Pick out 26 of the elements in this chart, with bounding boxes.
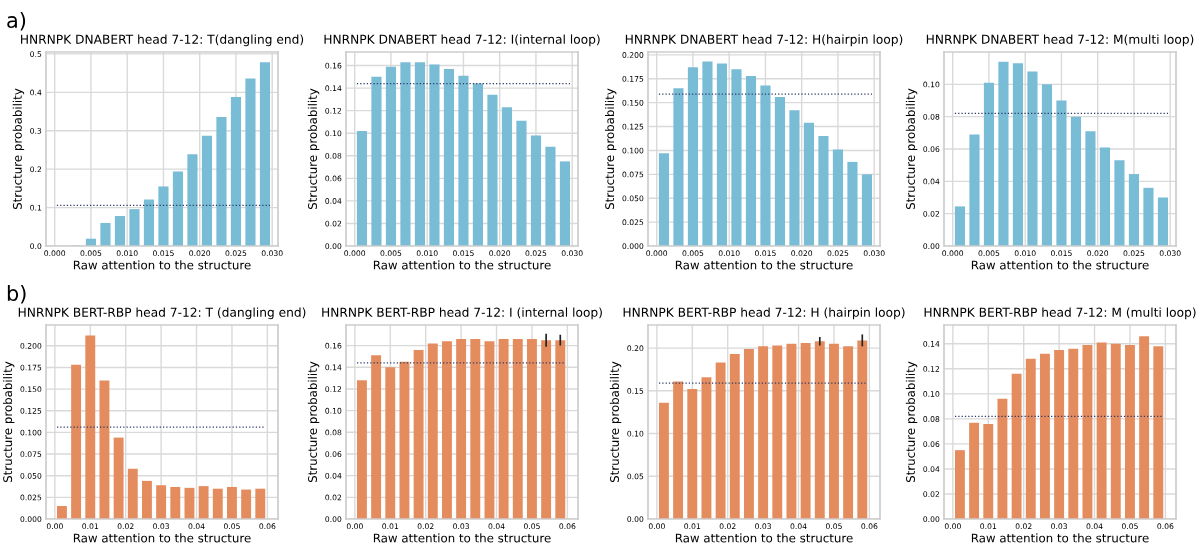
y-axis-title: Structure probability: [2, 361, 15, 483]
chart-title: HNRNPK DNABERT head 7-12: H(hairpin loop): [625, 34, 903, 47]
chart-title: HNRNPK BERT-RBP head 7-12: T (dangling end): [18, 307, 306, 320]
text: b): [7, 284, 26, 304]
x-axis-title: Raw attention to the structure: [675, 533, 853, 543]
x-axis-title: Raw attention to the structure: [73, 533, 251, 543]
text: a): [7, 11, 26, 31]
y-axis-title: Structure probability: [905, 88, 918, 210]
chart-title: HNRNPK BERT-RBP head 7-12: H (hairpin loop): [623, 307, 905, 320]
chart-title: HNRNPK DNABERT head 7-12: M(multi loop): [926, 34, 1194, 47]
chart-title: HNRNPK BERT-RBP head 7-12: I (internal loop): [322, 307, 602, 320]
chart-title: HNRNPK DNABERT head 7-12: T(dangling end): [21, 34, 304, 47]
y-axis-title: Structure probability: [307, 88, 320, 210]
x-axis-title: Raw attention to the structure: [971, 533, 1149, 543]
y-axis-title: Structure probability: [307, 361, 320, 483]
y-axis-title: Structure probability: [609, 361, 622, 483]
chart-title: HNRNPK BERT-RBP head 7-12: M (multi loop): [924, 307, 1196, 320]
x-axis-title: Raw attention to the structure: [73, 260, 251, 270]
x-axis-title: Raw attention to the structure: [373, 260, 551, 270]
y-axis-title: Structure probability: [905, 361, 918, 483]
chart-title: HNRNPK DNABERT head 7-12: I(internal loop): [324, 34, 600, 47]
y-axis-title: Structure probability: [604, 88, 617, 210]
x-axis-title: Raw attention to the structure: [971, 260, 1149, 270]
x-axis-title: Raw attention to the structure: [373, 533, 551, 543]
x-axis-title: Raw attention to the structure: [675, 260, 853, 270]
y-axis-title: Structure probability: [12, 88, 25, 210]
